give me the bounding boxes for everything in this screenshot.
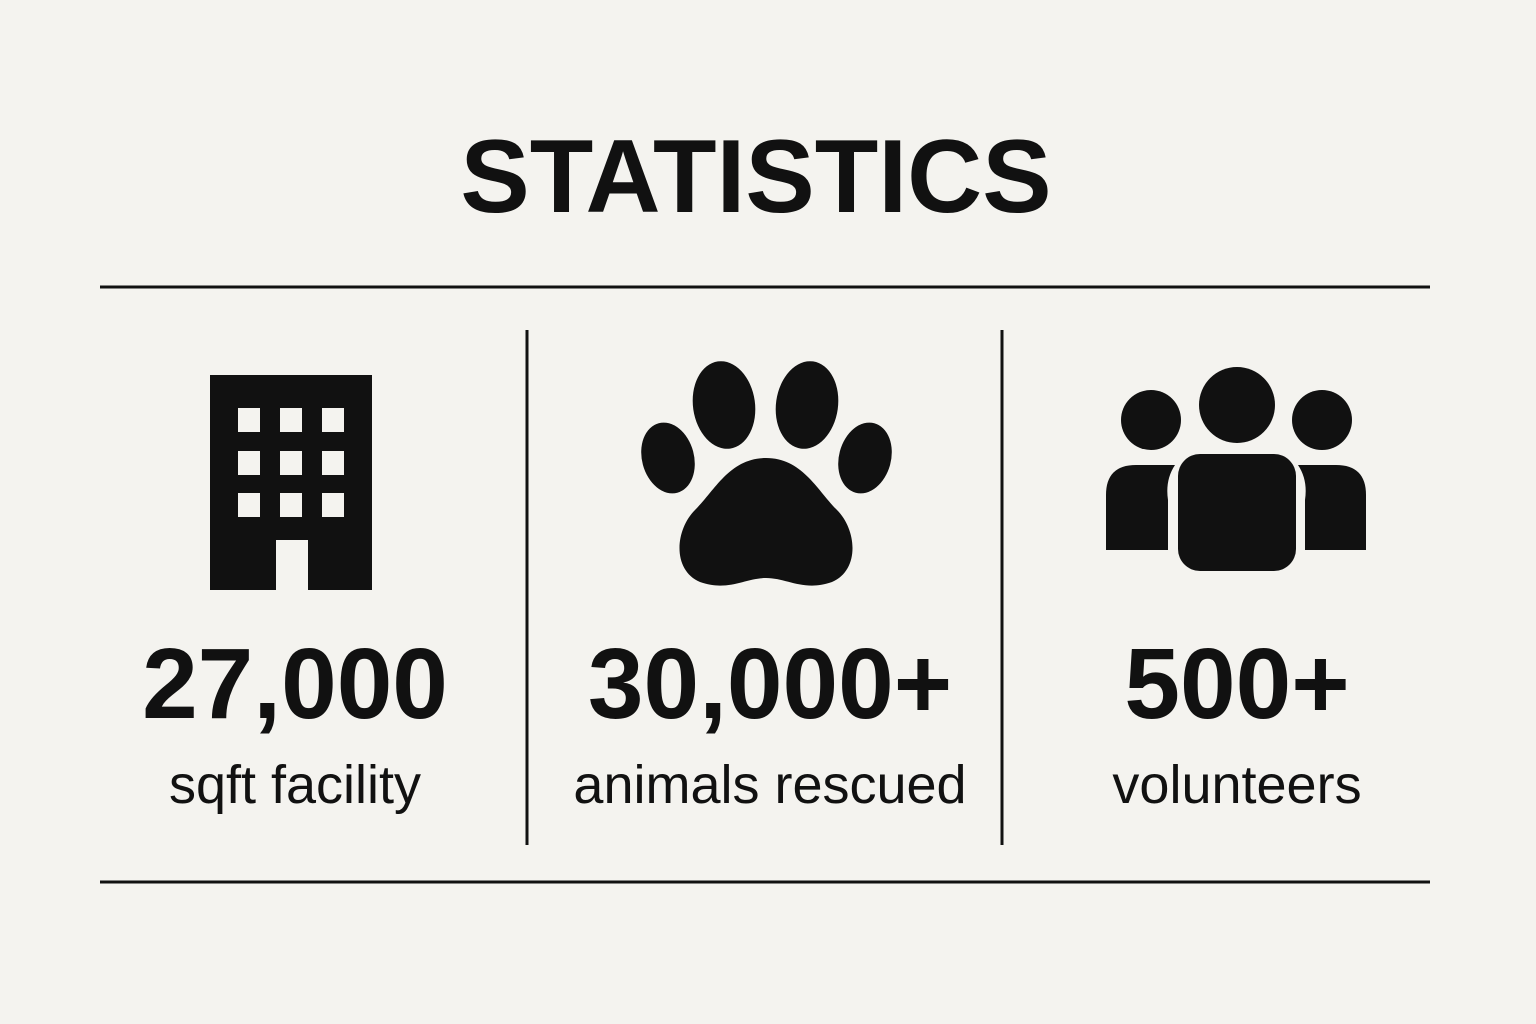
stat-label: volunteers [1112, 755, 1361, 815]
stat-label: animals rescued [573, 755, 966, 815]
stat-value: 27,000 [142, 628, 448, 740]
building-icon [210, 375, 372, 591]
title: STATISTICS [460, 119, 1051, 235]
stat-label: sqft facility [169, 755, 421, 815]
people-icon [1106, 367, 1366, 571]
paw-icon [641, 361, 892, 586]
stats: 27,000 sqft facility 30,000+ animals rescue… [142, 628, 1362, 815]
stat-value: 30,000+ [588, 628, 952, 740]
stat-value: 500+ [1124, 628, 1349, 740]
